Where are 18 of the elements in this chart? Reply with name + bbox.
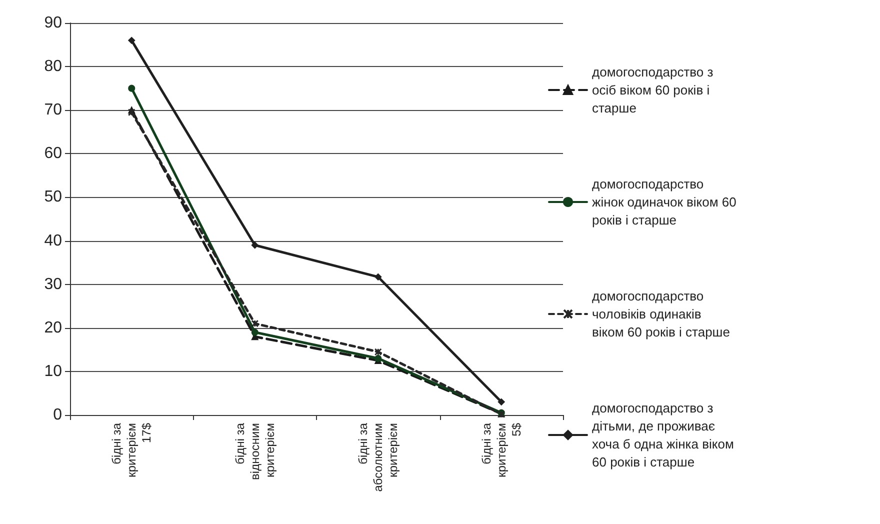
y-tick-label: 10	[44, 362, 62, 380]
x-tick-label: бідні за відносним критерієм	[232, 422, 277, 480]
legend-label: домогосподарство жінок одиначок віком 60 років і старше	[592, 176, 740, 228]
y-tick-label: 50	[44, 188, 62, 206]
y-tick-label: 20	[44, 319, 62, 336]
y-tick-label: 90	[44, 14, 62, 32]
y-tick-label: 60	[44, 145, 62, 162]
legend-label: домогосподарство з дітьми, де проживає хоча б одна жінка віком 60 років і старше	[592, 400, 738, 470]
x-tick-label: бідні за критерієм 5$	[479, 422, 524, 478]
y-tick-label: 0	[53, 406, 62, 424]
x-tick-label: бідні за абсолютним критерієм	[356, 422, 400, 492]
legend-label: домогосподарство з осіб віком 60 років і старше	[592, 64, 717, 116]
y-tick-label: 80	[44, 58, 62, 76]
y-tick-label: 40	[44, 232, 62, 250]
x-tick-label: бідні за критерієм 17$	[110, 422, 154, 478]
legend-label: домогосподарство чоловіків одинаків віком 60 років і старше	[592, 288, 730, 340]
y-tick-label: 30	[44, 276, 62, 293]
y-tick-label: 70	[44, 102, 62, 119]
